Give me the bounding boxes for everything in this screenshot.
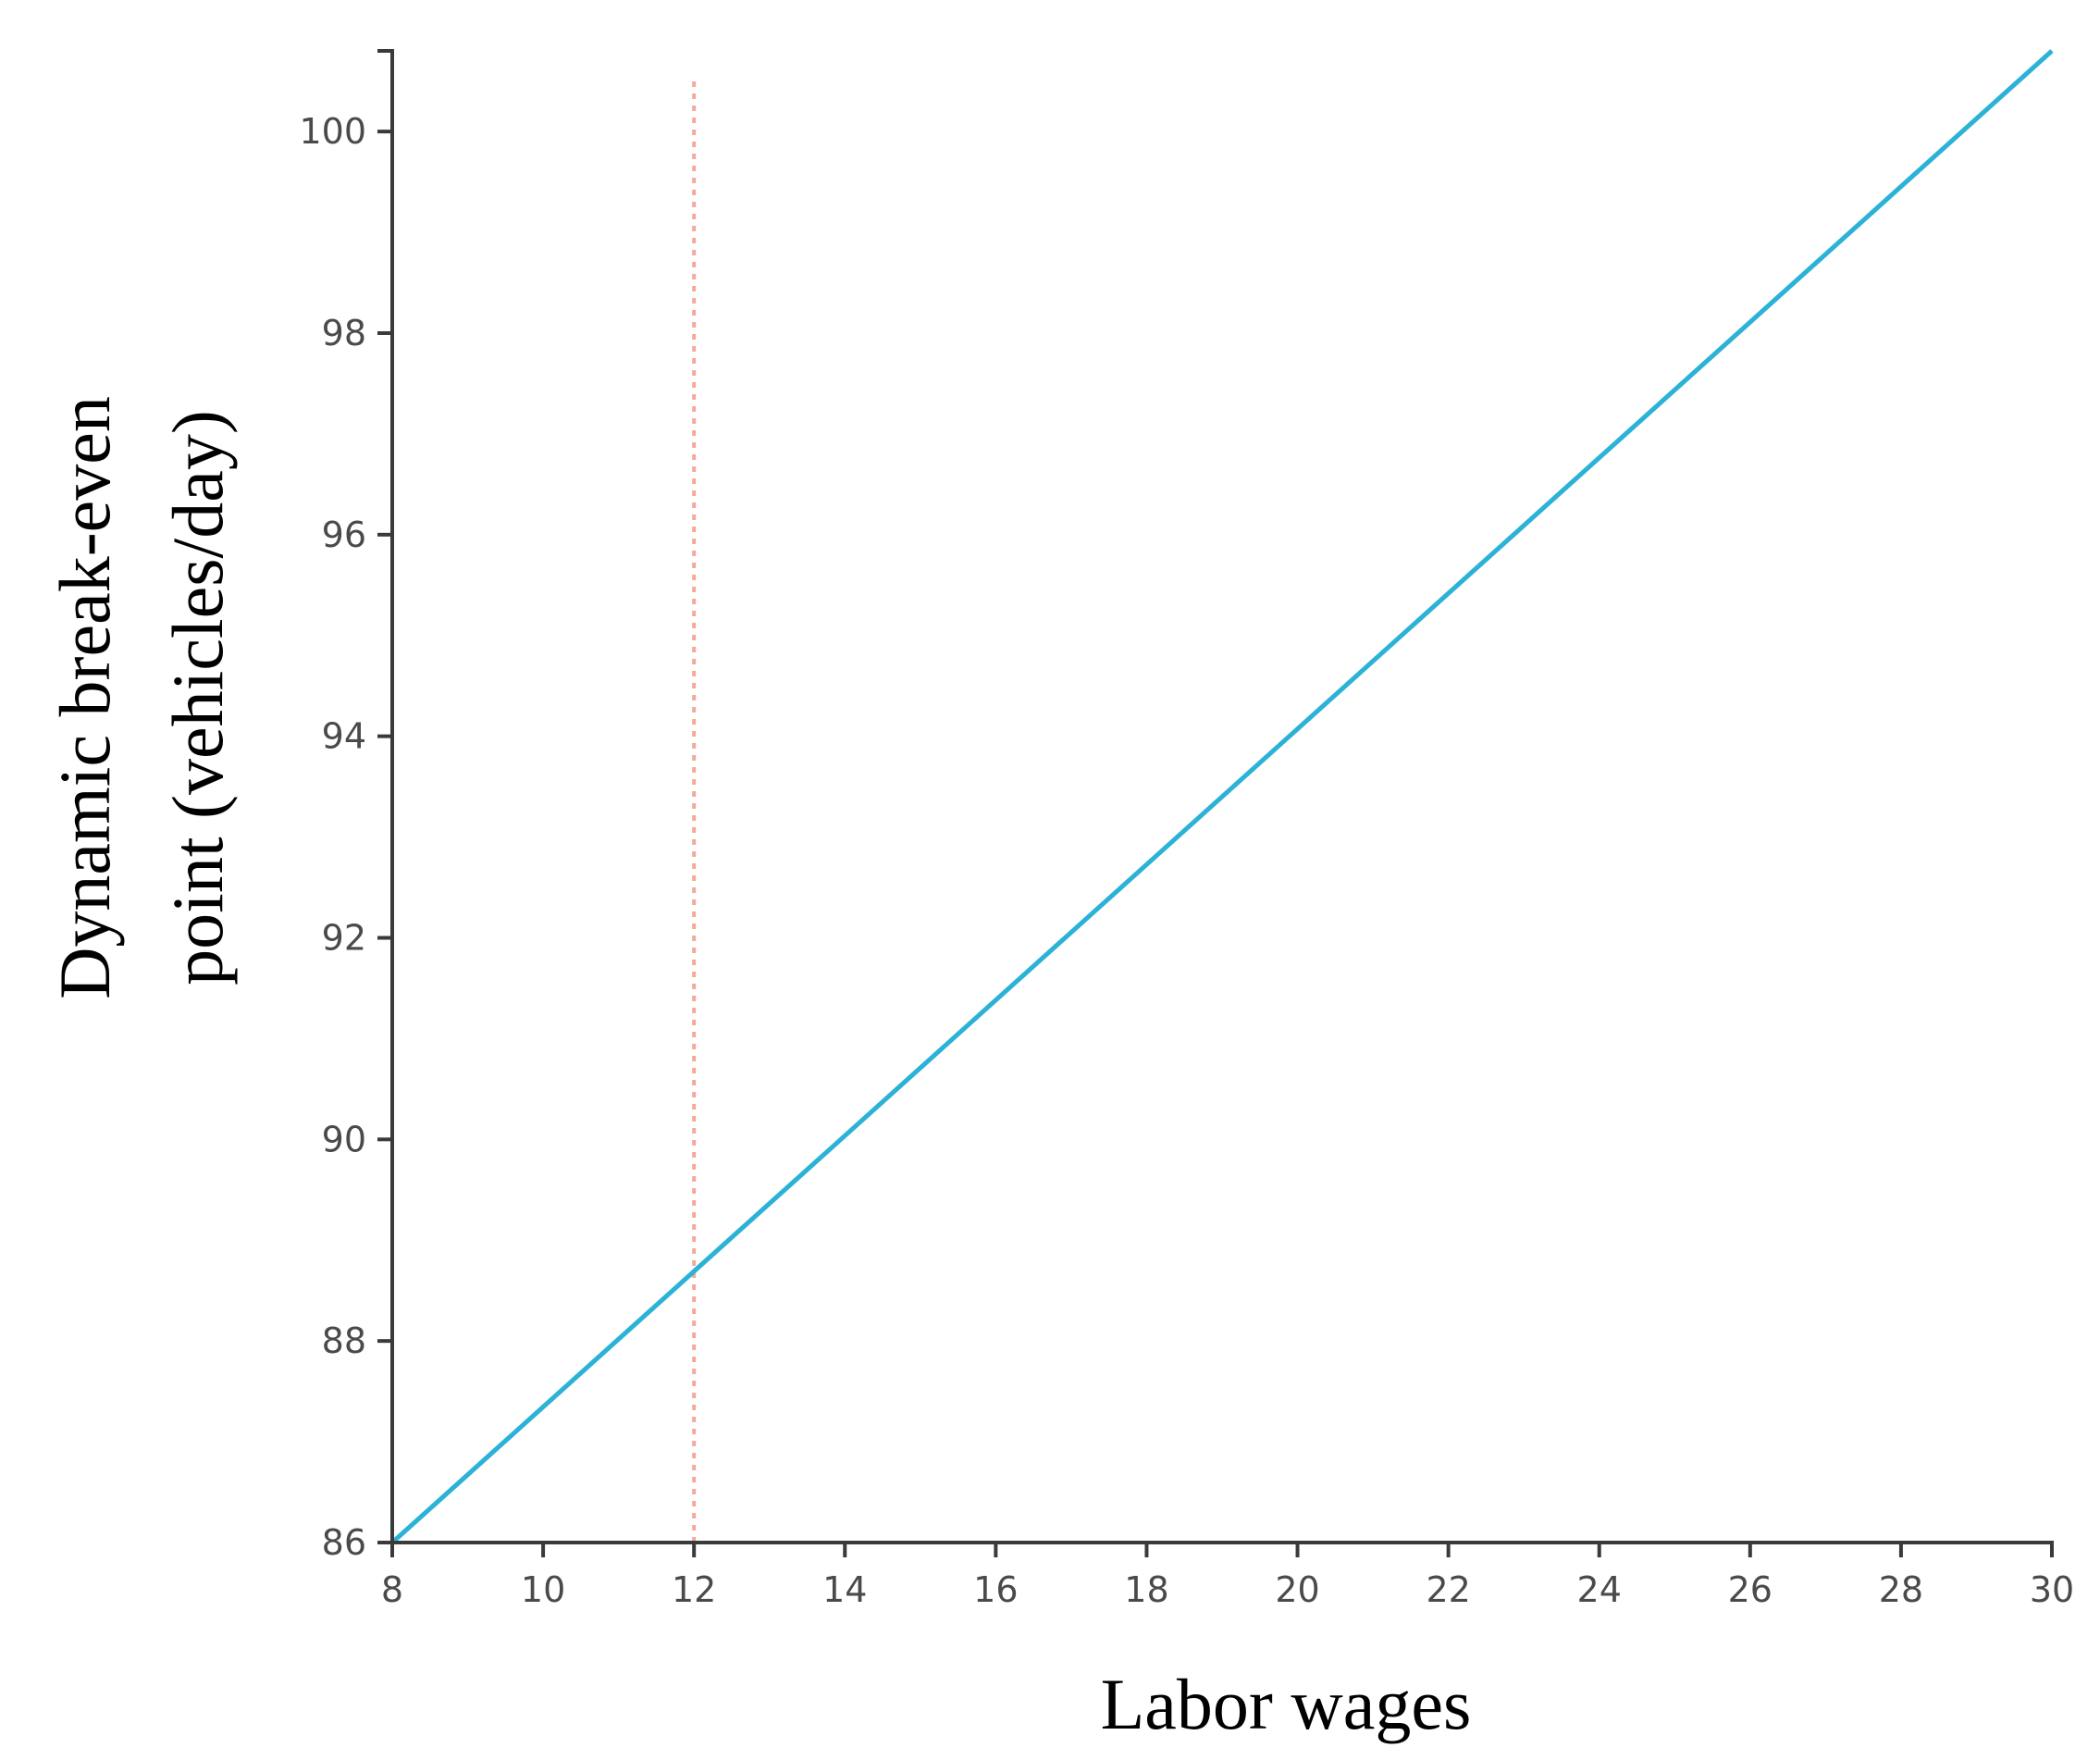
x-tick-label: 24 [1577, 1569, 1622, 1610]
y-axis-ticks: 86 88 90 92 94 96 98 100 [299, 111, 392, 1563]
series-group [390, 49, 2054, 1544]
y-tick-label: 88 [322, 1320, 366, 1361]
y-tick-label: 100 [299, 111, 366, 152]
x-tick-label: 20 [1275, 1569, 1319, 1610]
x-tick-label: 14 [822, 1569, 867, 1610]
x-tick-label: 22 [1426, 1569, 1470, 1610]
x-tick-label: 18 [1124, 1569, 1168, 1610]
y-axis-title-line-1: Dynamic break-even [44, 396, 125, 999]
y-axis-title: Dynamic break-even point (vehicles/day) [44, 396, 238, 999]
y-axis-title-line-2: point (vehicles/day) [157, 410, 238, 985]
y-tick-label: 96 [322, 514, 366, 555]
x-tick-label: 8 [381, 1569, 403, 1610]
y-tick-label: 94 [322, 716, 366, 757]
x-tick-label: 28 [1879, 1569, 1923, 1610]
x-tick-label: 16 [973, 1569, 1018, 1610]
y-tick-label: 86 [322, 1522, 366, 1563]
y-tick-label: 90 [322, 1119, 366, 1159]
y-tick-label: 98 [322, 313, 366, 353]
x-axis-title: Labor wages [1101, 1664, 1472, 1744]
x-tick-label: 10 [521, 1569, 565, 1610]
x-tick-label: 12 [672, 1569, 716, 1610]
x-axis-ticks: 8 10 12 14 16 18 20 22 24 26 28 30 [381, 1543, 2074, 1610]
x-tick-label: 30 [2030, 1569, 2074, 1610]
x-tick-label: 26 [1728, 1569, 1773, 1610]
y-tick-label: 92 [322, 917, 366, 958]
series-line [390, 49, 2054, 1544]
